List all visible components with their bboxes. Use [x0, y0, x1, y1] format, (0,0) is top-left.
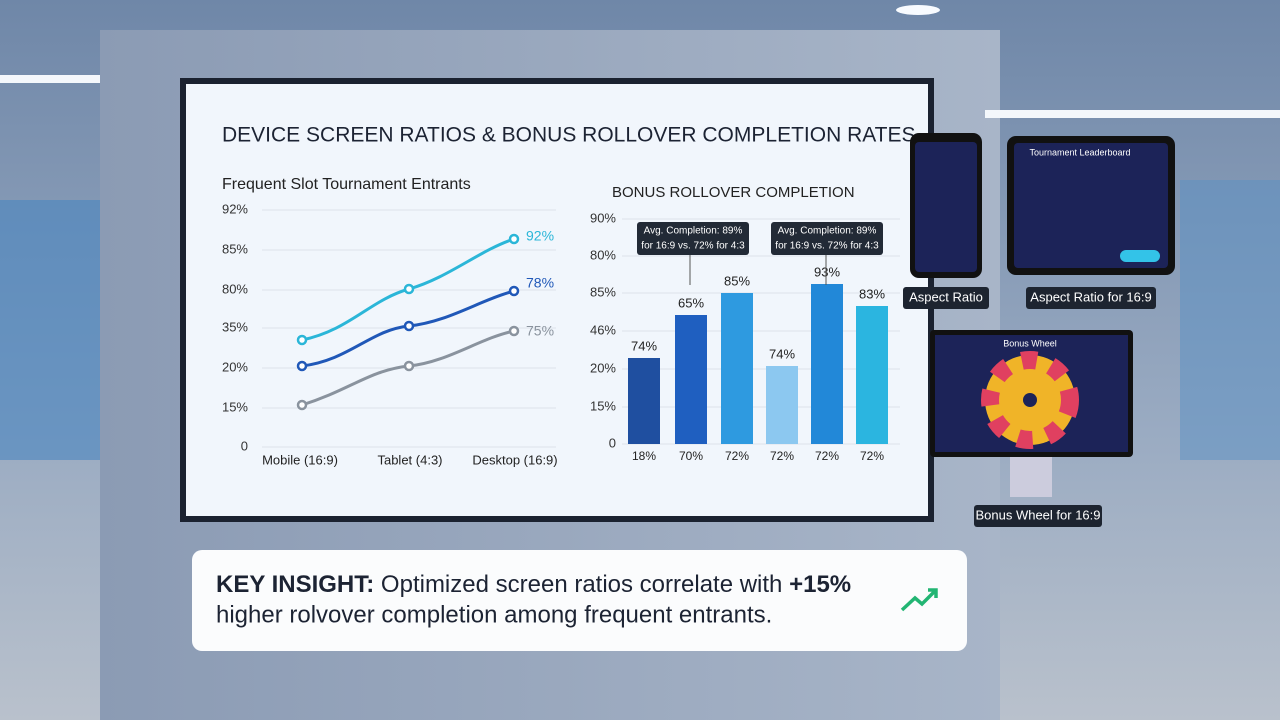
- phone-screen: [915, 142, 977, 272]
- tablet-header: Tournament Leaderboard: [1029, 147, 1130, 157]
- bar-label: 85%: [724, 273, 750, 288]
- bar: [721, 293, 753, 444]
- insight-line: KEY INSIGHT: Optimized screen ratios cor…: [216, 571, 851, 598]
- bar-label: 74%: [769, 346, 795, 361]
- ceiling-light: [896, 5, 940, 15]
- end-label: 75%: [526, 323, 554, 339]
- lines: [296, 233, 520, 411]
- subtitle: BONUS ROLLOVER COMPLETION: [612, 184, 855, 201]
- bar: [766, 366, 798, 444]
- x-tick-label: 70%: [679, 449, 703, 463]
- x-tick-label: Desktop (16:9): [472, 452, 557, 467]
- bar: [675, 315, 707, 444]
- subtitle: Frequent Slot Tournament Entrants: [222, 176, 471, 193]
- x-tick-label: 72%: [815, 449, 839, 463]
- tablet-screen: [1014, 143, 1168, 268]
- point: [508, 285, 520, 297]
- x-tick-label: Tablet (4:3): [377, 452, 442, 467]
- insight-highlight: +15%: [789, 571, 851, 598]
- label-bg: [1026, 287, 1156, 309]
- button: [1120, 250, 1160, 262]
- label-bg: [974, 505, 1102, 527]
- device-label: Bonus Wheel for 16:9: [975, 507, 1100, 522]
- y-tick-label: 20%: [590, 360, 616, 375]
- monitor-header: Bonus Wheel: [1003, 338, 1057, 348]
- wheel-hub: [1023, 393, 1037, 407]
- insight-box: [192, 550, 967, 651]
- y-tick-label: 85%: [222, 241, 248, 256]
- device-label: Aspect Ratio for 16:9: [1030, 289, 1151, 304]
- monitor-stand: [1010, 457, 1052, 497]
- ceiling-light: [985, 110, 1280, 118]
- bar: [628, 358, 660, 444]
- window: [0, 200, 110, 460]
- point: [403, 360, 415, 372]
- insight-lead: KEY INSIGHT:: [216, 571, 374, 598]
- x-tick-label: 72%: [860, 449, 884, 463]
- label-bg: [903, 287, 989, 309]
- y-tick-label: 80%: [590, 247, 616, 262]
- bar-label: 65%: [678, 295, 704, 310]
- title: DEVICE SCREEN RATIOS & BONUS ROLLOVER CO…: [222, 124, 916, 147]
- bar-label: 93%: [814, 264, 840, 279]
- end-label: 78%: [526, 275, 554, 291]
- y-tick-label: 20%: [222, 359, 248, 374]
- callout-text: Avg. Completion: 89%: [778, 226, 877, 237]
- y-tick-label: 90%: [590, 210, 616, 225]
- y-tick-label: 85%: [590, 284, 616, 299]
- callout: [771, 222, 883, 255]
- callout-text: for 16:9 vs. 72% for 4:3: [775, 241, 879, 252]
- insight-text: higher rolvover completion among frequen…: [216, 601, 772, 628]
- point: [403, 320, 415, 332]
- wheel-segments: [981, 351, 1079, 449]
- callout: [637, 222, 749, 255]
- bar-label: 74%: [631, 338, 657, 353]
- y-tick-label: 46%: [590, 322, 616, 337]
- bar: [856, 306, 888, 444]
- y-tick-label: 15%: [590, 398, 616, 413]
- point: [296, 360, 308, 372]
- point: [296, 334, 308, 346]
- bar: [811, 284, 843, 444]
- bar-label: 83%: [859, 286, 885, 301]
- right-chart: 90% 80% 85% 46% 20% 15% 0 74% 18% 65% 70% 85% 72% 74%…: [590, 210, 900, 463]
- y-tick-label: 80%: [222, 281, 248, 296]
- x-tick-label: 72%: [770, 449, 794, 463]
- point: [296, 399, 308, 411]
- y-tick-label: 0: [241, 438, 248, 453]
- x-tick-label: Mobile (16:9): [262, 452, 338, 467]
- trend-icon: [900, 588, 938, 612]
- callout-text: for 16:9 vs. 72% for 4:3: [641, 241, 745, 252]
- device-label: Aspect Ratio: [909, 289, 983, 304]
- y-tick-label: 35%: [222, 319, 248, 334]
- point: [403, 283, 415, 295]
- y-tick-label: 0: [609, 435, 616, 450]
- y-tick-label: 15%: [222, 399, 248, 414]
- window: [1180, 180, 1280, 460]
- ceiling-light: [0, 75, 100, 83]
- callout-text: Avg. Completion: 89%: [644, 226, 743, 237]
- point: [508, 325, 520, 337]
- x-tick-label: 72%: [725, 449, 749, 463]
- insight-text: Optimized screen ratios correlate with: [381, 571, 782, 598]
- point: [508, 233, 520, 245]
- end-label: 92%: [526, 228, 554, 244]
- left-chart: 92% 85% 80% 35% 20% 15% 0 Mobile (16:9) Tablet (…: [222, 201, 558, 467]
- y-tick-label: 92%: [222, 201, 248, 216]
- x-tick-label: 18%: [632, 449, 656, 463]
